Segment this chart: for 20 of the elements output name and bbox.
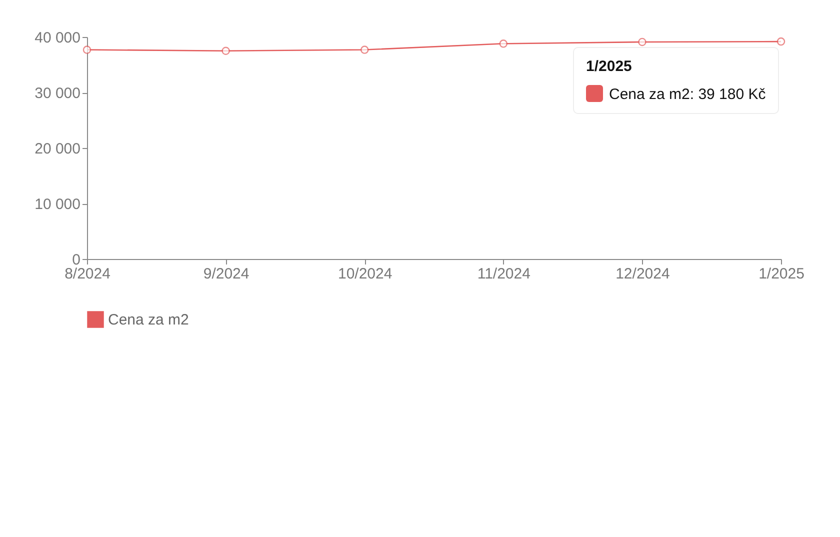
point [499,40,508,48]
y-tick-label: 10 000 [34,196,80,213]
x-tick-label: 10/2024 [338,266,392,282]
y-tick-label: 0 [72,252,80,268]
point [776,37,786,46]
legend-label: Cena za m2 [108,312,189,328]
annotation: Cena za m2: 39 180 Kč [608,85,766,103]
annotation: 1/2025 [586,58,633,75]
point [360,46,369,54]
point [638,38,646,46]
x-tick-label: 8/2024 [64,266,110,282]
x-tick-label: 11/2024 [477,266,530,282]
x-tick-label: 9/2024 [203,266,250,282]
point [222,46,230,56]
y-tick-label: 20 000 [34,140,80,158]
y-tick-label: 40 000 [34,30,80,46]
x-tick-label: 12/2024 [616,266,670,282]
y-tick-label: 30 000 [34,85,80,102]
x-tick-label: 1/2025 [758,266,804,282]
point [82,46,92,54]
